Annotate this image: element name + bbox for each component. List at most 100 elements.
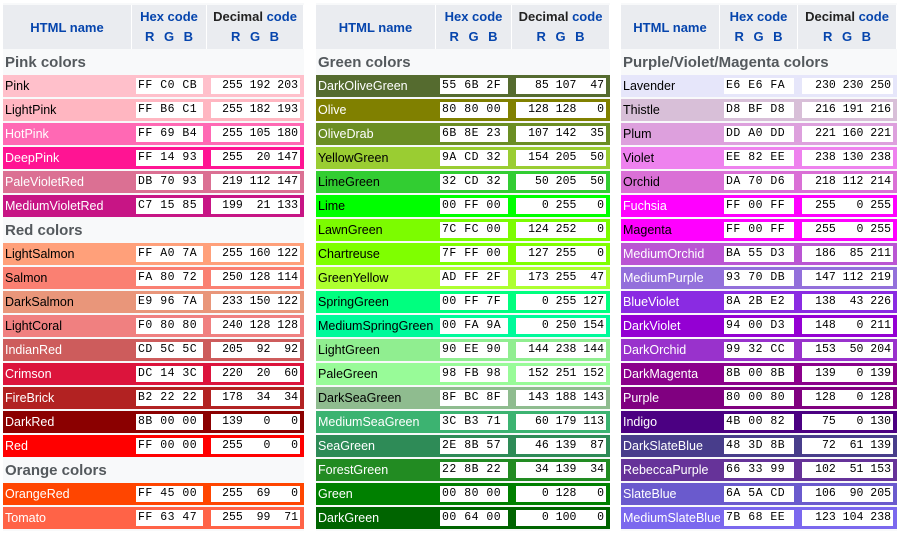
color-table-column-3: HTML name Hex code R G B Decimal code R G B … [621,3,897,531]
color-name: OliveDrab [316,123,436,145]
html-name-link[interactable]: HTML name [338,19,413,35]
decimal-cell: 124 252 0 [512,219,610,241]
color-row: DeepPink FF 14 93 255 20 147 [3,147,304,169]
color-row: MediumOrchid BA 55 D3 186 85 211 [621,243,897,265]
color-name: LightCoral [3,315,132,337]
hex-code-header: Hex code R G B [436,5,512,49]
color-table-column-2: HTML name Hex code R G B Decimal code R G B … [316,3,610,531]
decimal-cell: 255 99 71 [207,507,304,529]
decimal-cell: 186 85 211 [798,243,897,265]
decimal-cell: 123 104 238 [798,507,897,529]
color-row: DarkMagenta 8B 00 8B 139 0 139 [621,363,897,385]
decimal-value: 34 139 34 [514,460,608,480]
decimal-cell: 153 50 204 [798,339,897,361]
decimal-value: 255 105 180 [209,124,302,144]
hex-value: F0 80 80 [134,316,205,336]
hex-code-link[interactable]: Hex code [444,9,503,24]
rgb-label[interactable]: R G B [144,29,194,44]
hex-value: FF 00 FF [722,220,796,240]
decimal-cell: 178 34 34 [207,387,304,409]
color-name: MediumPurple [621,267,720,289]
hex-cell: DB 70 93 [132,171,207,193]
rgb-label[interactable]: R G B [230,29,280,44]
decimal-cell: 255 0 255 [798,219,897,241]
decimal-cell: 72 61 139 [798,435,897,457]
decimal-value: 255 182 193 [209,100,302,120]
decimal-value: 138 43 226 [800,292,895,312]
hex-code-link[interactable]: Hex code [140,9,198,24]
decimal-cell: 106 90 205 [798,483,897,505]
color-name: HotPink [3,123,132,145]
decimal-value: 60 179 113 [514,412,608,432]
decimal-cell: 139 0 0 [207,411,304,433]
hex-cell: 98 FB 98 [436,363,512,385]
hex-cell: 6B 8E 23 [436,123,512,145]
hex-value: 00 FA 9A [438,316,510,336]
decimal-code-title: Decimal code [798,7,896,27]
code-link[interactable]: code [266,9,297,24]
color-row: IndianRed CD 5C 5C 205 92 92 [3,339,304,361]
code-link[interactable]: code [858,9,889,24]
hex-value: B2 22 22 [134,388,205,408]
hex-value: FF C0 CB [134,76,205,96]
color-name: Violet [621,147,720,169]
decimal-value: 230 230 250 [800,76,895,96]
hex-cell: 8F BC 8F [436,387,512,409]
html-name-link[interactable]: HTML name [30,19,104,35]
hex-value: DA 70 D6 [722,172,796,192]
hex-cell: D8 BF D8 [720,99,798,121]
rgb-label[interactable]: R G B [449,29,498,44]
hex-cell: FA 80 72 [132,267,207,289]
color-row: Salmon FA 80 72 250 128 114 [3,267,304,289]
decimal-cell: 147 112 219 [798,267,897,289]
hex-cell: FF 14 93 [132,147,207,169]
color-name: RebeccaPurple [621,459,720,481]
hex-value: 4B 00 82 [722,412,796,432]
hex-value: 55 6B 2F [438,76,510,96]
decimal-value: 205 92 92 [209,340,302,360]
rgb-label[interactable]: R G B [734,29,783,44]
hex-code-link[interactable]: Hex code [729,9,788,24]
color-name: DarkMagenta [621,363,720,385]
hex-cell: 9A CD 32 [436,147,512,169]
rgb-label[interactable]: R G B [822,29,872,44]
decimal-value: 219 112 147 [209,172,302,192]
decimal-value: 238 130 238 [800,148,895,168]
rgb-label[interactable]: R G B [536,29,585,44]
color-name: ForestGreen [316,459,436,481]
color-row: DarkSalmon E9 96 7A 233 150 122 [3,291,304,313]
color-name: SeaGreen [316,435,436,457]
color-row: LightCoral F0 80 80 240 128 128 [3,315,304,337]
color-name: Pink [3,75,132,97]
color-row: FireBrick B2 22 22 178 34 34 [3,387,304,409]
hex-value: 8B 00 00 [134,412,205,432]
color-name: LightPink [3,99,132,121]
hex-value: FF 63 47 [134,508,205,528]
color-row: OrangeRed FF 45 00 255 69 0 [3,483,304,505]
html-name-link[interactable]: HTML name [633,19,707,35]
color-row: Olive 80 80 00 128 128 0 [316,99,610,121]
hex-cell: DC 14 3C [132,363,207,385]
decimal-label: Decimal [213,9,263,24]
color-row: MediumPurple 93 70 DB 147 112 219 [621,267,897,289]
decimal-value: 0 100 0 [514,508,608,528]
code-link[interactable]: code [572,9,603,24]
color-name: FireBrick [3,387,132,409]
hex-value: FA 80 72 [134,268,205,288]
hex-cell: FF 00 FF [720,219,798,241]
color-table: HTML name Hex code R G B Decimal code R G B … [621,3,897,531]
decimal-cell: 107 142 35 [512,123,610,145]
color-name: MediumSlateBlue [621,507,720,529]
hex-cell: 99 32 CC [720,339,798,361]
hex-cell: 94 00 D3 [720,315,798,337]
section-row: Orange colors [3,459,304,481]
decimal-cell: 255 69 0 [207,483,304,505]
decimal-value: 0 250 154 [514,316,608,336]
decimal-cell: 255 0 0 [207,435,304,457]
decimal-value: 255 20 147 [209,148,302,168]
color-row: Fuchsia FF 00 FF 255 0 255 [621,195,897,217]
decimal-value: 255 69 0 [209,484,302,504]
decimal-value: 173 255 47 [514,268,608,288]
hex-cell: 66 33 99 [720,459,798,481]
hex-cell: 8B 00 8B [720,363,798,385]
